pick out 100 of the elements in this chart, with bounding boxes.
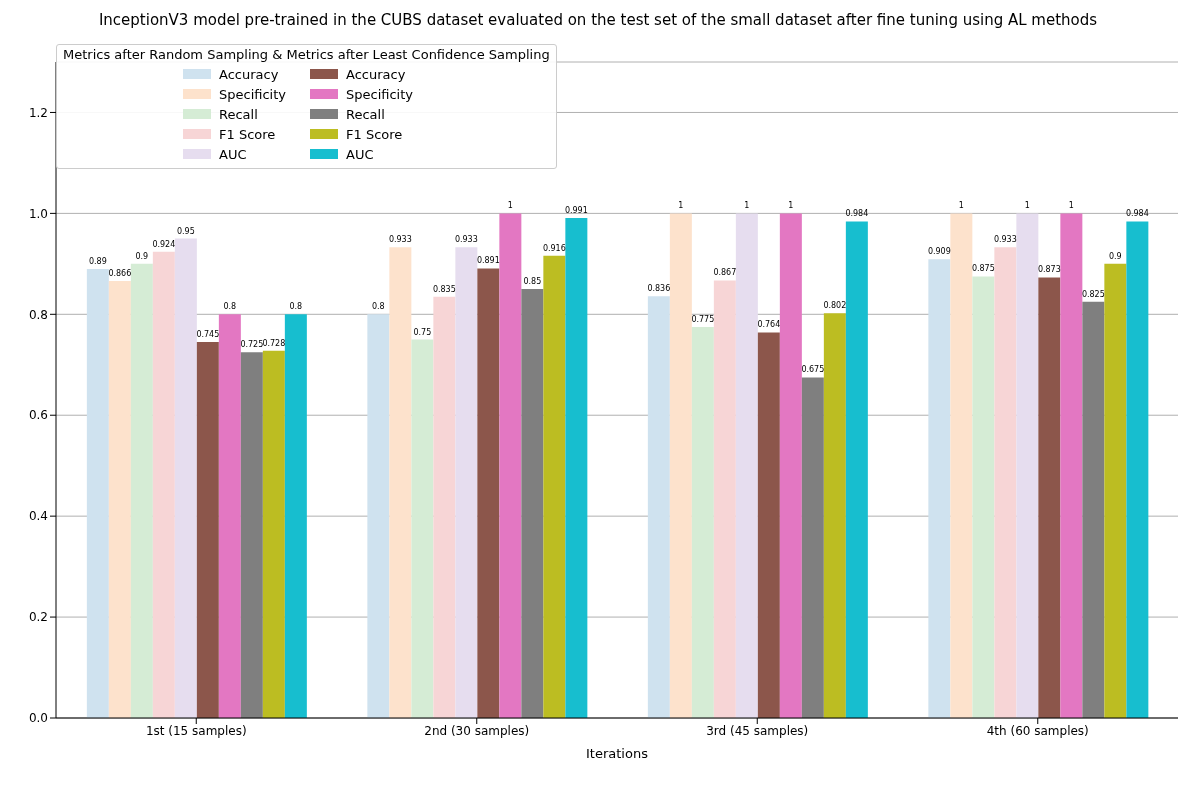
data-label: 0.89 <box>88 256 107 266</box>
data-label: 0.835 <box>432 284 456 294</box>
bar <box>543 255 566 718</box>
bar <box>367 314 390 718</box>
legend-label: Accuracy <box>219 66 279 82</box>
data-label: 0.9 <box>1108 251 1122 261</box>
legend-label: Recall <box>219 106 258 122</box>
bar <box>669 213 692 718</box>
bar <box>240 352 263 718</box>
bar <box>801 377 824 718</box>
bar <box>284 314 307 718</box>
legend-label: AUC <box>346 146 374 162</box>
bar <box>845 221 868 718</box>
data-label: 0.85 <box>523 277 542 287</box>
data-label: 0.8 <box>371 302 385 312</box>
data-label: 1 <box>958 201 964 211</box>
data-label: 0.95 <box>176 226 195 236</box>
bar <box>928 259 951 718</box>
data-label: 0.984 <box>1125 209 1149 219</box>
bar <box>477 268 500 718</box>
y-tick-label: 0.2 <box>28 610 48 625</box>
data-label: 0.867 <box>713 268 737 278</box>
data-label: 0.991 <box>564 205 588 215</box>
legend-label: AUC <box>219 146 247 162</box>
bar <box>972 276 995 718</box>
x-tick-label: 1st (15 samples) <box>145 723 247 738</box>
bar <box>735 213 758 718</box>
data-label: 0.8 <box>289 302 303 312</box>
bar <box>950 213 973 718</box>
data-label: 0.866 <box>108 269 132 278</box>
data-label: 1 <box>788 201 794 211</box>
legend-label: F1 Score <box>219 126 276 142</box>
data-label: 0.933 <box>454 235 478 245</box>
legend-label: Recall <box>346 106 385 122</box>
y-tick-label: 1.0 <box>28 206 48 221</box>
data-label: 0.728 <box>262 338 286 348</box>
data-label: 0.933 <box>388 235 412 245</box>
y-tick-label: 0.8 <box>28 307 48 322</box>
data-label: 0.725 <box>240 340 264 350</box>
data-label: 0.9 <box>135 251 149 261</box>
data-label: 1 <box>1068 201 1074 211</box>
data-label: 1 <box>744 201 750 211</box>
bar <box>411 339 434 718</box>
x-tick-label: 4th (60 samples) <box>986 723 1089 738</box>
bar <box>499 213 522 718</box>
bar <box>565 217 588 718</box>
data-label: 0.873 <box>1037 265 1061 275</box>
bar <box>647 296 670 718</box>
data-label: 0.75 <box>413 327 432 337</box>
bar <box>1126 221 1149 718</box>
data-label: 0.891 <box>476 256 500 266</box>
y-tick-label: 0.0 <box>28 711 48 726</box>
data-label: 0.745 <box>196 330 220 340</box>
bar <box>757 332 780 718</box>
chart-title: InceptionV3 model pre-trained in the CUBS dataset evaluated on the test set of the small dataset after fine tuning using AL methods <box>97 10 1099 31</box>
bar <box>521 289 544 718</box>
data-label: 1 <box>1024 201 1030 211</box>
bar <box>455 247 478 718</box>
legend-label: Accuracy <box>346 66 406 82</box>
data-label: 1 <box>678 201 684 211</box>
bar <box>218 314 241 718</box>
bar <box>1104 263 1127 718</box>
data-label: 1 <box>507 201 513 211</box>
legend-title: Metrics after Random Sampling & Metrics after Least Confidence Sampling <box>63 47 550 62</box>
data-label: 0.775 <box>691 314 715 324</box>
bar <box>174 238 197 718</box>
y-tick-label: 0.4 <box>28 509 48 524</box>
bar <box>433 296 456 718</box>
x-axis-title: Iterations <box>586 746 649 761</box>
data-label: 0.802 <box>823 301 847 311</box>
bar <box>262 350 285 718</box>
legend-label: F1 Score <box>346 126 403 142</box>
bar <box>779 213 802 718</box>
bar <box>691 326 714 718</box>
bar <box>823 313 846 718</box>
y-tick-label: 0.6 <box>28 408 48 423</box>
bar <box>1038 277 1061 718</box>
data-label: 0.764 <box>757 320 781 330</box>
data-label: 0.825 <box>1081 289 1105 299</box>
data-label: 0.924 <box>152 239 176 249</box>
bar <box>994 247 1017 718</box>
bar <box>713 280 736 718</box>
data-label: 0.909 <box>927 247 951 257</box>
bar <box>130 263 153 718</box>
legend-label: Specificity <box>346 86 413 102</box>
bar <box>86 268 109 718</box>
y-tick-label: 1.2 <box>28 105 48 120</box>
bar <box>152 251 175 718</box>
data-label: 0.836 <box>647 284 671 294</box>
x-tick-label: 3rd (45 samples) <box>706 723 809 738</box>
x-tick-label: 2nd (30 samples) <box>424 723 530 738</box>
bar <box>1082 301 1105 718</box>
data-label: 0.984 <box>845 209 869 219</box>
bar <box>389 247 412 718</box>
data-label: 0.875 <box>971 264 995 274</box>
bar <box>1060 213 1083 718</box>
bar <box>196 342 219 718</box>
bar <box>1016 213 1039 718</box>
data-label: 0.675 <box>801 365 825 375</box>
data-label: 0.8 <box>223 302 237 312</box>
